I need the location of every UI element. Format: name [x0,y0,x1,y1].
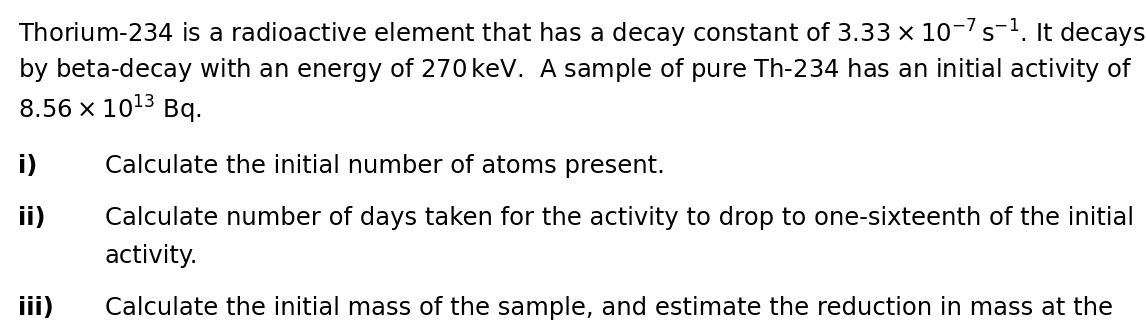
Text: activity.: activity. [105,244,198,268]
Text: Thorium-234 is a radioactive element that has a decay constant of $3.33\times10^: Thorium-234 is a radioactive element tha… [18,18,1146,50]
Text: $8.56\times10^{13}$ Bq.: $8.56\times10^{13}$ Bq. [18,94,202,126]
Text: iii): iii) [18,296,54,320]
Text: by beta-decay with an energy of 270$\,$keV.  A sample of pure Th-234 has an init: by beta-decay with an energy of 270$\,$k… [18,56,1132,84]
Text: Calculate the initial mass of the sample, and estimate the reduction in mass at : Calculate the initial mass of the sample… [105,296,1113,320]
Text: i): i) [18,154,38,178]
Text: Calculate the initial number of atoms present.: Calculate the initial number of atoms pr… [105,154,665,178]
Text: Calculate number of days taken for the activity to drop to one-sixteenth of the : Calculate number of days taken for the a… [105,206,1135,230]
Text: ii): ii) [18,206,46,230]
